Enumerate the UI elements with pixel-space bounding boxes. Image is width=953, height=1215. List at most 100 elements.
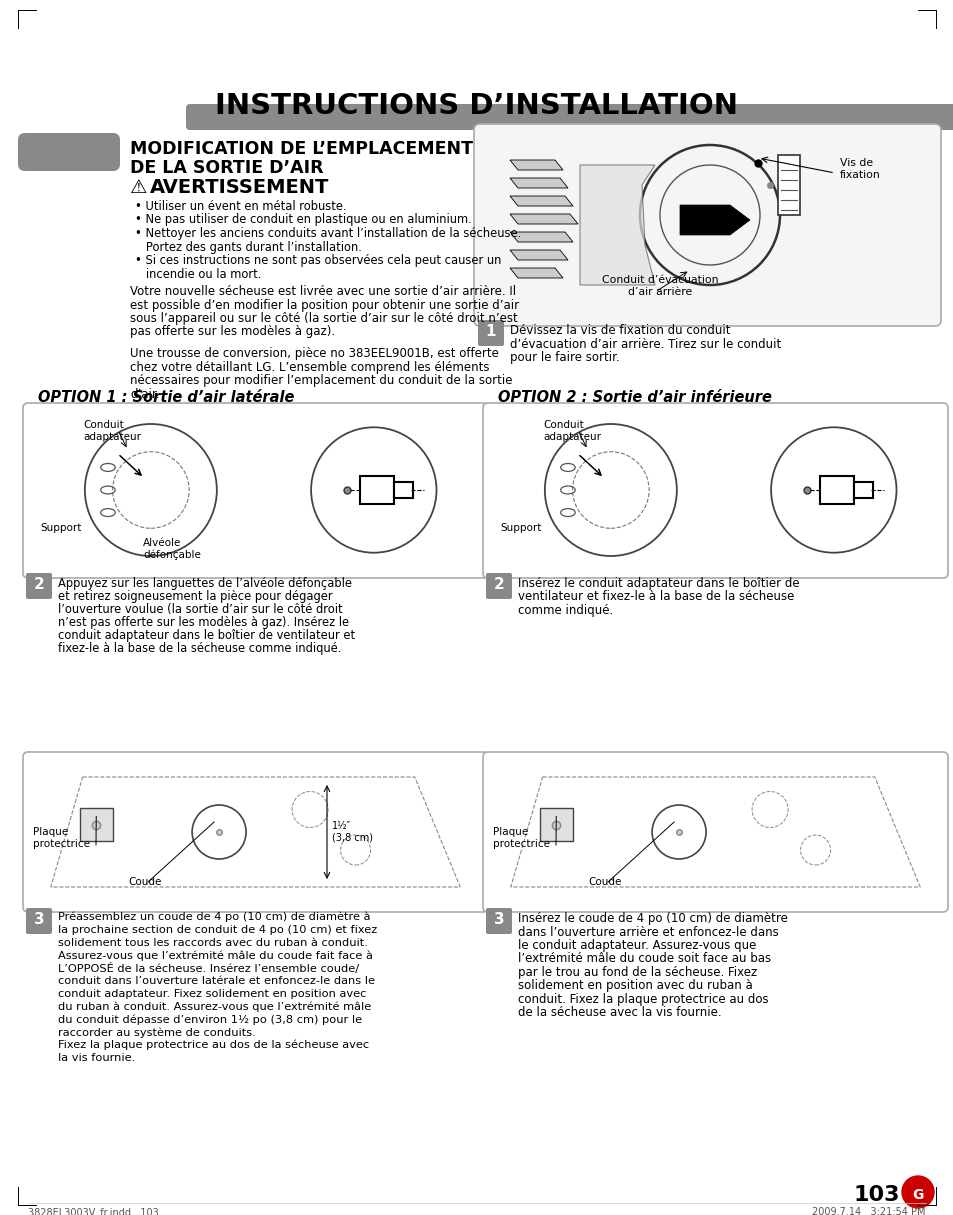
Circle shape bbox=[901, 1176, 933, 1208]
Bar bbox=[853, 482, 872, 498]
Text: 1½″
(3,8 cm): 1½″ (3,8 cm) bbox=[332, 821, 373, 843]
Text: AVERTISSEMENT: AVERTISSEMENT bbox=[150, 179, 329, 197]
Text: la prochaine section de conduit de 4 po (10 cm) et fixez: la prochaine section de conduit de 4 po … bbox=[58, 925, 376, 934]
Text: conduit adaptateur. Fixez solidement en position avec: conduit adaptateur. Fixez solidement en … bbox=[58, 989, 366, 999]
Polygon shape bbox=[510, 269, 562, 278]
Text: conduit adaptateur dans le boîtier de ventilateur et: conduit adaptateur dans le boîtier de ve… bbox=[58, 629, 355, 642]
Text: d’évacuation d’air arrière. Tirez sur le conduit: d’évacuation d’air arrière. Tirez sur le… bbox=[510, 338, 781, 350]
Text: Conduit
adaptateur: Conduit adaptateur bbox=[83, 420, 141, 441]
Text: Support: Support bbox=[499, 522, 540, 533]
Text: 1: 1 bbox=[485, 324, 496, 339]
Text: d’air.: d’air. bbox=[130, 388, 159, 401]
Text: chez votre détaillant LG. L’ensemble comprend les éléments: chez votre détaillant LG. L’ensemble com… bbox=[130, 361, 489, 373]
Text: 3828EL3003V_fr.indd   103: 3828EL3003V_fr.indd 103 bbox=[28, 1206, 158, 1215]
Text: n’est pas offerte sur les modèles à gaz). Insérez le: n’est pas offerte sur les modèles à gaz)… bbox=[58, 616, 349, 629]
Text: 2: 2 bbox=[33, 577, 45, 592]
Polygon shape bbox=[510, 214, 578, 224]
Bar bbox=[539, 808, 572, 841]
Text: Insérez le coude de 4 po (10 cm) de diamètre: Insérez le coude de 4 po (10 cm) de diam… bbox=[517, 912, 787, 925]
Text: par le trou au fond de la sécheuse. Fixez: par le trou au fond de la sécheuse. Fixe… bbox=[517, 966, 757, 979]
Text: Conduit d’évacuation
d’air arrière: Conduit d’évacuation d’air arrière bbox=[601, 275, 718, 296]
Text: dans l’ouverture arrière et enfoncez-le dans: dans l’ouverture arrière et enfoncez-le … bbox=[517, 926, 778, 938]
Text: Vis de
fixation: Vis de fixation bbox=[840, 158, 880, 180]
FancyBboxPatch shape bbox=[485, 908, 512, 934]
FancyBboxPatch shape bbox=[482, 752, 947, 912]
Text: Coude: Coude bbox=[587, 877, 620, 887]
Text: Assurez-vous que l’extrémité mâle du coude fait face à: Assurez-vous que l’extrémité mâle du cou… bbox=[58, 950, 373, 961]
Text: l’ouverture voulue (la sortie d’air sur le côté droit: l’ouverture voulue (la sortie d’air sur … bbox=[58, 603, 342, 616]
Polygon shape bbox=[510, 160, 562, 170]
FancyBboxPatch shape bbox=[485, 573, 512, 599]
FancyBboxPatch shape bbox=[477, 320, 503, 346]
Polygon shape bbox=[510, 250, 567, 260]
Text: solidement en position avec du ruban à: solidement en position avec du ruban à bbox=[517, 979, 752, 993]
Text: OPTION 2 : Sortie d’air inférieure: OPTION 2 : Sortie d’air inférieure bbox=[497, 390, 771, 405]
FancyBboxPatch shape bbox=[26, 908, 52, 934]
Text: G: G bbox=[911, 1188, 923, 1202]
Text: DE LA SORTIE D’AIR: DE LA SORTIE D’AIR bbox=[130, 159, 323, 177]
Text: • Si ces instructions ne sont pas observées cela peut causer un: • Si ces instructions ne sont pas observ… bbox=[135, 254, 501, 267]
Text: Plaque
protectrice: Plaque protectrice bbox=[493, 827, 550, 848]
Polygon shape bbox=[679, 205, 749, 234]
Text: Insérez le conduit adaptateur dans le boîtier de: Insérez le conduit adaptateur dans le bo… bbox=[517, 577, 799, 590]
Text: INSTRUCTIONS D’INSTALLATION: INSTRUCTIONS D’INSTALLATION bbox=[215, 92, 738, 120]
Text: conduit. Fixez la plaque protectrice au dos: conduit. Fixez la plaque protectrice au … bbox=[517, 993, 768, 1006]
FancyBboxPatch shape bbox=[23, 752, 488, 912]
Text: Conduit
adaptateur: Conduit adaptateur bbox=[542, 420, 600, 441]
Text: Support: Support bbox=[40, 522, 81, 533]
Text: Dévissez la vis de fixation du conduit: Dévissez la vis de fixation du conduit bbox=[510, 324, 730, 337]
Bar bbox=[819, 476, 853, 504]
Text: raccorder au système de conduits.: raccorder au système de conduits. bbox=[58, 1027, 255, 1038]
Polygon shape bbox=[579, 165, 655, 286]
Text: fixez-le à la base de la sécheuse comme indiqué.: fixez-le à la base de la sécheuse comme … bbox=[58, 642, 341, 655]
Text: • Nettoyer les anciens conduits avant l’installation de la sécheuse.: • Nettoyer les anciens conduits avant l’… bbox=[135, 227, 520, 241]
Text: 103: 103 bbox=[853, 1185, 900, 1205]
Text: Fixez la plaque protectrice au dos de la sécheuse avec: Fixez la plaque protectrice au dos de la… bbox=[58, 1040, 369, 1051]
Text: du conduit dépasse d’environ 1½ po (3,8 cm) pour le: du conduit dépasse d’environ 1½ po (3,8 … bbox=[58, 1015, 362, 1025]
Text: du ruban à conduit. Assurez-vous que l’extrémité mâle: du ruban à conduit. Assurez-vous que l’e… bbox=[58, 1001, 371, 1012]
Text: est possible d’en modifier la position pour obtenir une sortie d’air: est possible d’en modifier la position p… bbox=[130, 299, 518, 311]
Text: 2: 2 bbox=[493, 577, 504, 592]
Bar bbox=[778, 156, 800, 215]
Text: Préassemblez un coude de 4 po (10 cm) de diamètre à: Préassemblez un coude de 4 po (10 cm) de… bbox=[58, 912, 370, 922]
FancyBboxPatch shape bbox=[474, 124, 940, 326]
Text: MODIFICATION DE L’EMPLACEMENT: MODIFICATION DE L’EMPLACEMENT bbox=[130, 140, 473, 158]
Text: • Ne pas utiliser de conduit en plastique ou en aluminium.: • Ne pas utiliser de conduit en plastiqu… bbox=[135, 214, 471, 226]
Text: la vis fournie.: la vis fournie. bbox=[58, 1053, 135, 1063]
Text: 3: 3 bbox=[493, 912, 504, 927]
FancyBboxPatch shape bbox=[186, 104, 953, 130]
Text: L’OPPOSÉ de la sécheuse. Insérez l’ensemble coude/: L’OPPOSÉ de la sécheuse. Insérez l’ensem… bbox=[58, 963, 358, 974]
Text: ventilateur et fixez-le à la base de la sécheuse: ventilateur et fixez-le à la base de la … bbox=[517, 590, 794, 604]
Text: le conduit adaptateur. Assurez-vous que: le conduit adaptateur. Assurez-vous que bbox=[517, 939, 756, 953]
Text: incendie ou la mort.: incendie ou la mort. bbox=[135, 267, 261, 281]
Polygon shape bbox=[510, 232, 573, 242]
Bar bbox=[80, 808, 112, 841]
Text: Alvéole
défonçable: Alvéole défonçable bbox=[143, 538, 201, 560]
Polygon shape bbox=[510, 179, 567, 188]
FancyBboxPatch shape bbox=[482, 403, 947, 578]
Text: • Utiliser un évent en métal robuste.: • Utiliser un évent en métal robuste. bbox=[135, 200, 346, 213]
FancyBboxPatch shape bbox=[26, 573, 52, 599]
Text: de la sécheuse avec la vis fournie.: de la sécheuse avec la vis fournie. bbox=[517, 1006, 720, 1019]
Text: l’extrémité mâle du coude soit face au bas: l’extrémité mâle du coude soit face au b… bbox=[517, 953, 770, 966]
Text: OPTION 1 : Sortie d’air latérale: OPTION 1 : Sortie d’air latérale bbox=[38, 390, 294, 405]
Text: comme indiqué.: comme indiqué. bbox=[517, 604, 613, 617]
Text: pas offerte sur les modèles à gaz).: pas offerte sur les modèles à gaz). bbox=[130, 326, 335, 339]
Text: ⚠: ⚠ bbox=[130, 179, 148, 197]
Text: 3: 3 bbox=[33, 912, 44, 927]
Text: et retirez soigneusement la pièce pour dégager: et retirez soigneusement la pièce pour d… bbox=[58, 590, 333, 603]
Text: Plaque
protectrice: Plaque protectrice bbox=[33, 827, 90, 848]
Bar bbox=[394, 482, 413, 498]
FancyBboxPatch shape bbox=[18, 132, 120, 171]
Text: Coude: Coude bbox=[128, 877, 161, 887]
Text: sous l’appareil ou sur le côté (la sortie d’air sur le côté droit n’est: sous l’appareil ou sur le côté (la sorti… bbox=[130, 312, 517, 324]
Text: conduit dans l’ouverture latérale et enfoncez-le dans le: conduit dans l’ouverture latérale et enf… bbox=[58, 976, 375, 987]
Text: Votre nouvelle sécheuse est livrée avec une sortie d’air arrière. Il: Votre nouvelle sécheuse est livrée avec … bbox=[130, 286, 516, 298]
Text: Portez des gants durant l’installation.: Portez des gants durant l’installation. bbox=[135, 241, 361, 254]
Text: Appuyez sur les languettes de l’alvéole défonçable: Appuyez sur les languettes de l’alvéole … bbox=[58, 577, 352, 590]
Text: solidement tous les raccords avec du ruban à conduit.: solidement tous les raccords avec du rub… bbox=[58, 938, 368, 948]
Bar bbox=[359, 476, 394, 504]
Text: 2009.7.14   3:21:54 PM: 2009.7.14 3:21:54 PM bbox=[812, 1206, 925, 1215]
Text: Une trousse de conversion, pièce no 383EEL9001B, est offerte: Une trousse de conversion, pièce no 383E… bbox=[130, 347, 498, 360]
Text: nécessaires pour modifier l’emplacement du conduit de la sortie: nécessaires pour modifier l’emplacement … bbox=[130, 374, 512, 388]
